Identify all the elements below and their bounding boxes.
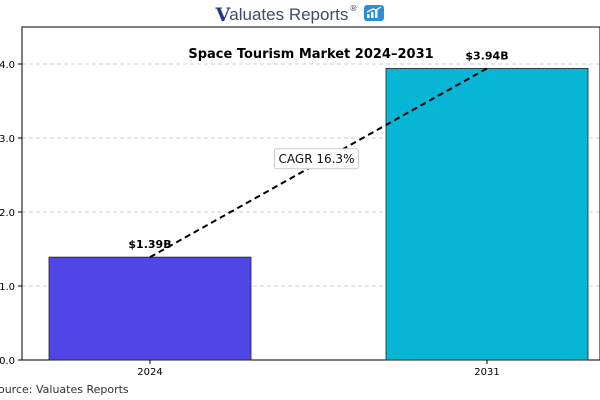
gridlines — [22, 63, 600, 287]
y-tick-label-3: 3.0 — [0, 134, 15, 145]
value-label-2024: $1.39B — [128, 238, 171, 251]
x-axis-ticks: 2024 2031 — [137, 360, 500, 378]
plot-frame — [21, 26, 600, 361]
cagr-annotation: CAGR 16.3% — [274, 148, 359, 170]
logo-wordmark: aluates Reports — [229, 5, 349, 24]
y-tick-label-2: 2.0 — [0, 208, 15, 219]
source-text: Source: Valuates Reports — [0, 383, 129, 396]
x-tick-label-2024: 2024 — [137, 367, 162, 378]
y-tick-label-0: 0.0 — [0, 356, 15, 367]
bar-2024 — [48, 256, 252, 361]
logo-initial: V — [215, 4, 231, 26]
bar-chart-logo-icon — [364, 5, 385, 25]
chart-title: Space Tourism Market 2024–2031 — [188, 47, 433, 62]
bar-2031 — [385, 68, 589, 361]
source-note: Source: Valuates Reports — [0, 381, 240, 399]
y-tick-label-1: 1.0 — [0, 282, 15, 293]
registered-mark: ® — [349, 4, 358, 13]
value-labels: $1.39B $3.94B — [128, 49, 508, 251]
valuates-reports-logo: Valuates Reports® — [0, 4, 600, 26]
bars — [48, 68, 589, 361]
cagr-annotation-box — [274, 148, 359, 170]
x-tick-label-2031: 2031 — [474, 367, 499, 378]
value-label-2031: $3.94B — [465, 49, 508, 62]
y-tick-label-4: 4.0 — [0, 60, 15, 71]
y-axis-ticks: 0.0 1.0 2.0 3.0 4.0 — [0, 60, 22, 367]
cagr-annotation-text: CAGR 16.3% — [279, 152, 355, 166]
